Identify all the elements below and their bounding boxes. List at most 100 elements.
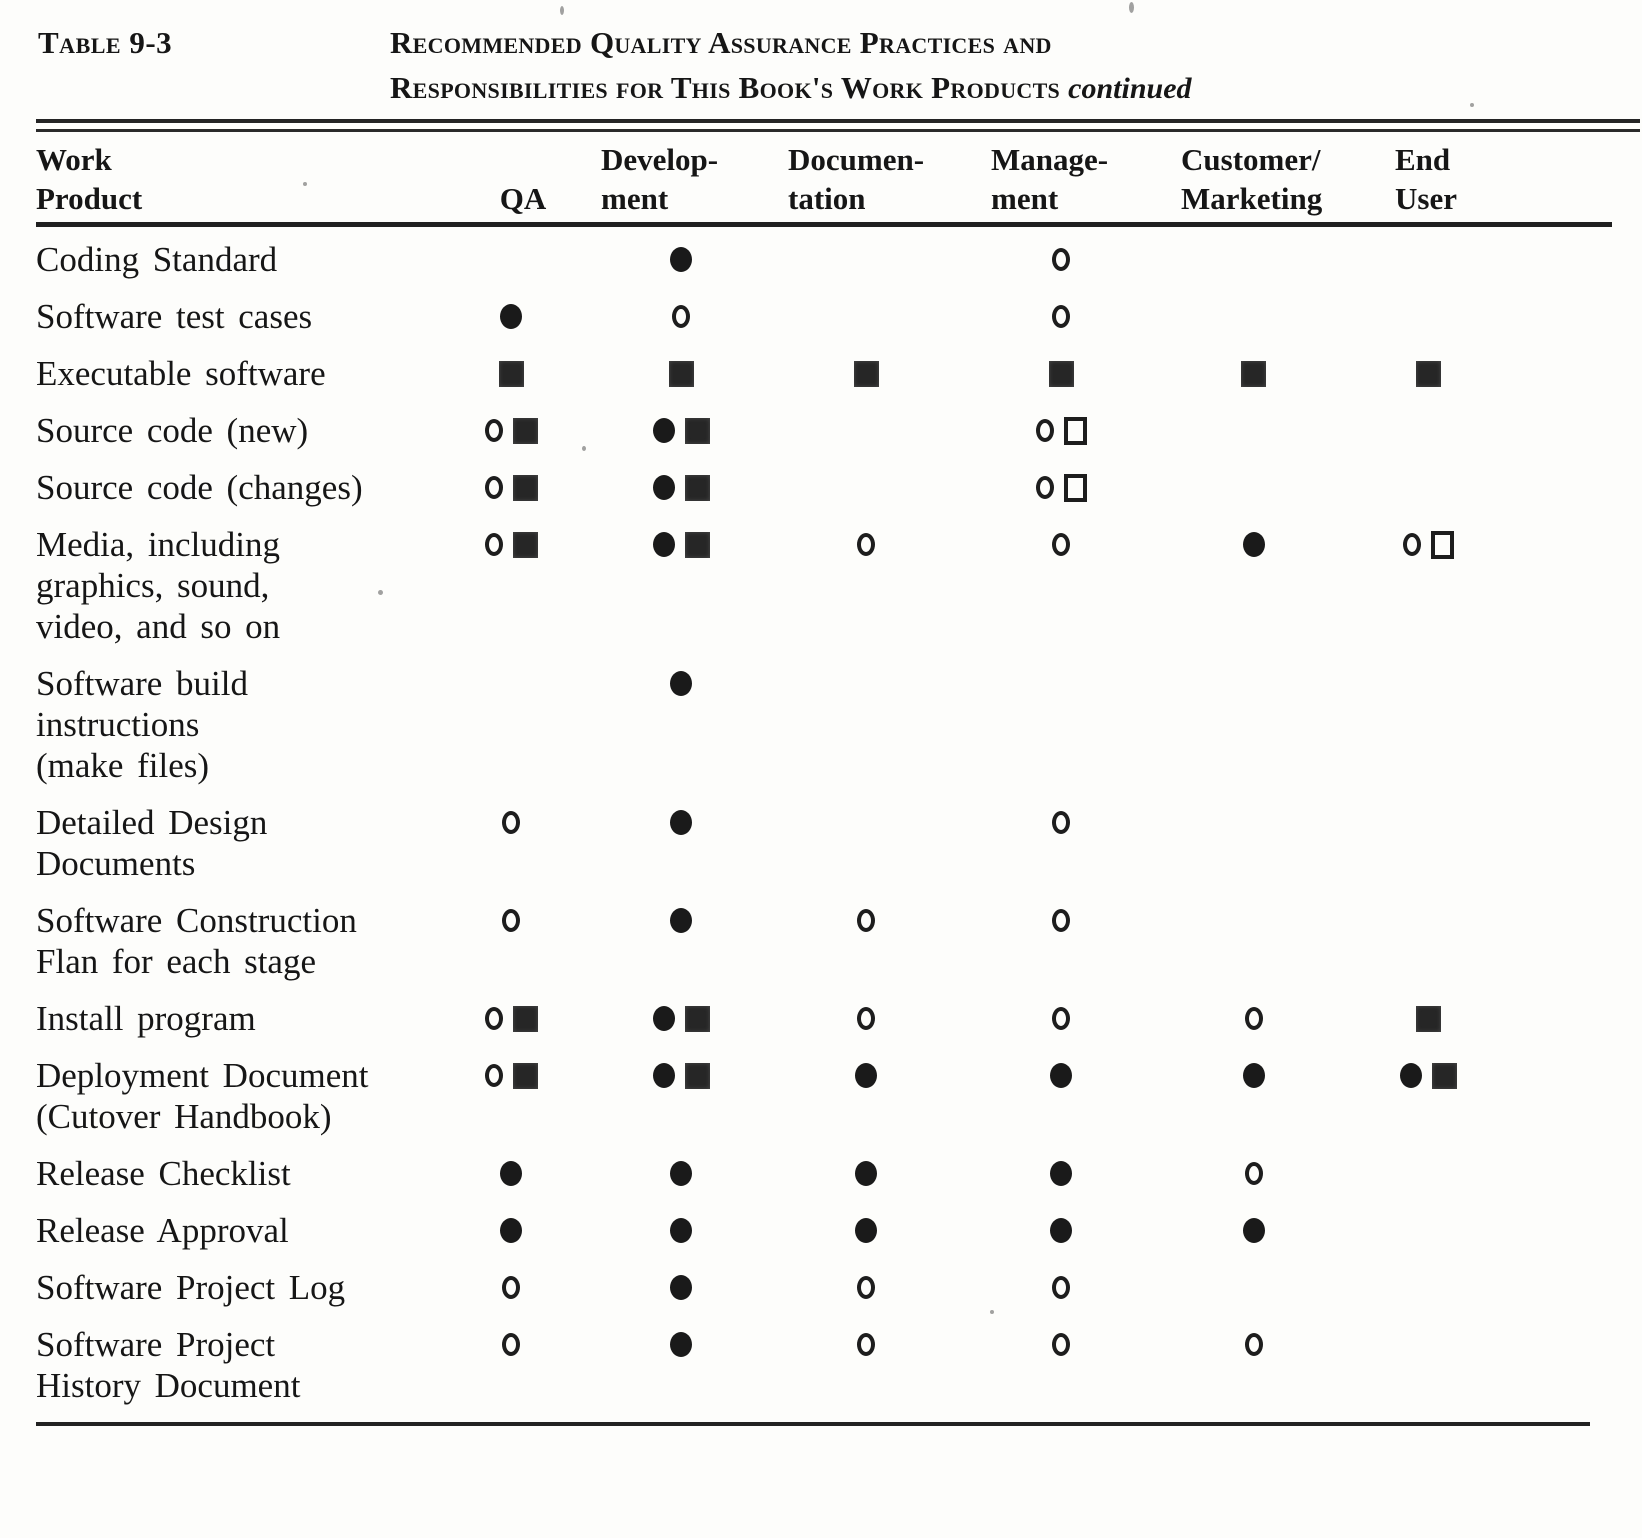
filled-circle-icon xyxy=(855,1218,877,1243)
development-cell xyxy=(591,1267,771,1308)
open-circle-icon xyxy=(1052,1007,1070,1030)
customer-marketing-cell xyxy=(1161,1055,1346,1096)
scan-speck xyxy=(1470,103,1474,107)
open-circle-icon xyxy=(1244,1162,1263,1185)
open-circle-icon xyxy=(857,909,875,932)
filled-square-icon xyxy=(1432,1062,1457,1089)
filled-circle-icon xyxy=(500,304,522,329)
column-header-line: Customer/ xyxy=(1181,142,1321,177)
work-product-label: Software Project History Document xyxy=(36,1324,431,1406)
filled-square-icon xyxy=(498,360,524,387)
development-cell xyxy=(591,900,771,941)
work-product-label-line: (make files) xyxy=(36,746,210,785)
filled-circle-icon xyxy=(1242,1218,1265,1243)
work-product-label-line: Source code (new) xyxy=(36,411,309,450)
open-circle-icon xyxy=(857,1007,875,1030)
table-header-row: Work Product QA Develop-ment Documen-tation M… xyxy=(36,140,1608,218)
filled-circle-icon xyxy=(652,1063,675,1088)
documentation-cell xyxy=(771,1055,961,1096)
open-circle-icon xyxy=(502,1276,520,1299)
work-product-label: Software build instructions (make files) xyxy=(36,663,431,786)
filled-square-icon xyxy=(512,531,538,558)
filled-square-icon xyxy=(684,1005,710,1032)
header-rule xyxy=(36,222,1612,227)
work-product-label: Install program xyxy=(36,998,431,1039)
table-row: Media, including graphics, sound, video, a… xyxy=(36,524,1608,647)
column-header-line: ment xyxy=(601,181,669,216)
filled-circle-icon xyxy=(1400,1063,1422,1088)
management-cell xyxy=(961,1210,1161,1251)
qa-cell xyxy=(431,524,591,565)
column-header-line: ment xyxy=(991,181,1059,216)
customer-marketing-cell xyxy=(1161,1153,1346,1194)
qa-cell xyxy=(431,1324,591,1365)
work-product-label: Coding Standard xyxy=(36,239,431,280)
table-row: Release Checklist xyxy=(36,1153,1608,1194)
customer-marketing-cell xyxy=(1161,410,1346,451)
table-row: Software build instructions (make files) xyxy=(36,663,1608,786)
table-row: Executable software xyxy=(36,353,1608,394)
open-circle-icon xyxy=(1052,909,1070,932)
filled-circle-icon xyxy=(500,1218,522,1243)
end-user-cell xyxy=(1346,1153,1511,1194)
work-product-label-line: video, and so on xyxy=(36,607,281,646)
management-cell xyxy=(961,998,1161,1039)
customer-marketing-cell xyxy=(1161,1267,1346,1308)
end-user-cell xyxy=(1346,239,1511,280)
work-product-label-line: Documents xyxy=(36,844,196,883)
filled-circle-icon xyxy=(1242,532,1265,557)
open-square-icon xyxy=(1063,416,1087,445)
table-row: Detailed Design Documents xyxy=(36,802,1608,884)
filled-square-icon xyxy=(684,531,710,558)
documentation-cell xyxy=(771,1324,961,1365)
filled-circle-icon xyxy=(652,532,675,557)
open-circle-icon xyxy=(1052,533,1070,556)
qa-cell xyxy=(431,900,591,941)
end-user-cell xyxy=(1346,467,1511,508)
open-circle-icon xyxy=(484,1007,503,1030)
column-header-work-product: Work Product xyxy=(36,140,431,218)
development-cell xyxy=(591,1153,771,1194)
work-product-label-line: Deployment Document xyxy=(36,1056,369,1095)
documentation-cell xyxy=(771,1267,961,1308)
work-product-label-line: History Document xyxy=(36,1366,301,1405)
open-circle-icon xyxy=(1052,811,1070,834)
work-product-label-line: Executable software xyxy=(36,354,326,393)
qa-cell xyxy=(431,467,591,508)
open-circle-icon xyxy=(484,419,503,442)
end-user-cell xyxy=(1346,998,1511,1039)
table-row: Software Project Log xyxy=(36,1267,1608,1308)
end-user-cell xyxy=(1346,1210,1511,1251)
filled-circle-icon xyxy=(670,671,692,696)
documentation-cell xyxy=(771,998,961,1039)
table-title-continued: continued xyxy=(1068,72,1192,105)
filled-square-icon xyxy=(684,417,710,444)
development-cell xyxy=(591,663,771,704)
work-product-label-line: Install program xyxy=(36,999,256,1038)
table-title: Recommended Quality Assurance Practices … xyxy=(390,20,1192,111)
filled-circle-icon xyxy=(670,1332,692,1357)
customer-marketing-cell xyxy=(1161,353,1346,394)
open-circle-icon xyxy=(502,1333,520,1356)
open-circle-icon xyxy=(1035,476,1054,499)
column-header-line: Marketing xyxy=(1181,181,1323,216)
bottom-rule xyxy=(36,1422,1590,1426)
documentation-cell xyxy=(771,524,961,565)
column-header-line: Work xyxy=(36,142,112,177)
work-product-label-line: Software Project Log xyxy=(36,1268,346,1307)
column-header-line: QA xyxy=(499,181,547,216)
column-header-line: End xyxy=(1395,142,1451,177)
qa-cell xyxy=(431,1153,591,1194)
end-user-cell xyxy=(1346,524,1511,565)
filled-square-icon xyxy=(853,360,879,387)
customer-marketing-cell xyxy=(1161,1210,1346,1251)
end-user-cell xyxy=(1346,802,1511,843)
work-product-label: Source code (new) xyxy=(36,410,431,451)
column-header-end-user: End User xyxy=(1346,140,1511,218)
filled-circle-icon xyxy=(670,908,692,933)
filled-circle-icon xyxy=(1050,1063,1072,1088)
filled-circle-icon xyxy=(670,247,692,272)
filled-circle-icon xyxy=(855,1161,877,1186)
table-row: Software Project History Document xyxy=(36,1324,1608,1406)
